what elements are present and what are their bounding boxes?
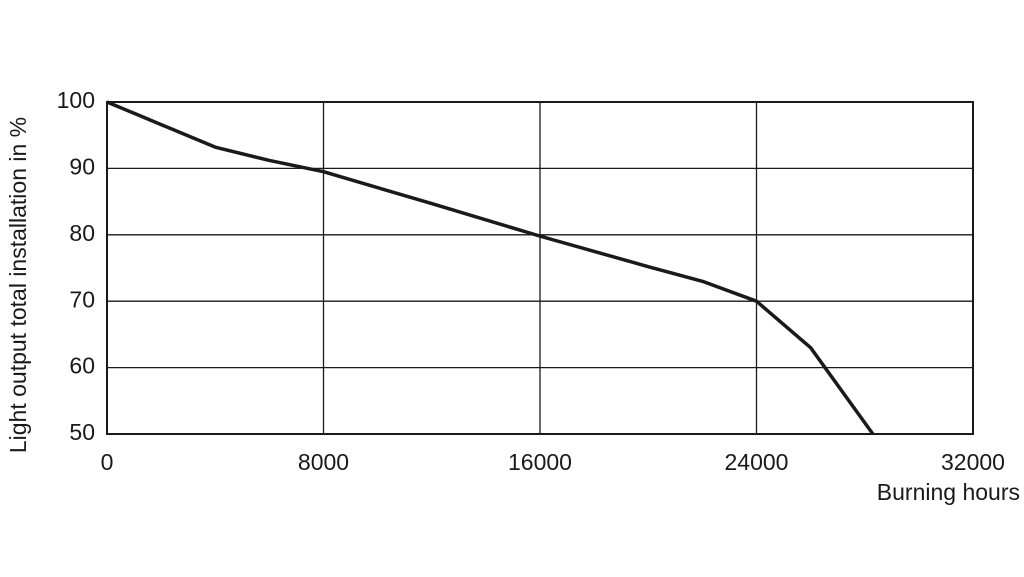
x-axis-title: Burning hours <box>877 479 1020 505</box>
y-tick-label: 50 <box>69 419 95 445</box>
data-line <box>106 100 875 436</box>
y-axis-title: Light output total installation in % <box>5 117 31 453</box>
x-tick-label: 16000 <box>508 449 572 475</box>
y-tick-label: 70 <box>69 286 95 312</box>
plot-frame <box>106 101 974 435</box>
y-tick-label: 100 <box>57 87 95 113</box>
x-tick-label: 24000 <box>725 449 789 475</box>
x-tick-label: 8000 <box>298 449 349 475</box>
x-tick-label: 0 <box>101 449 114 475</box>
y-tick-label: 80 <box>69 220 95 246</box>
y-tick-label: 90 <box>69 153 95 179</box>
x-tick-label: 32000 <box>941 449 1005 475</box>
y-tick-label: 60 <box>69 353 95 379</box>
